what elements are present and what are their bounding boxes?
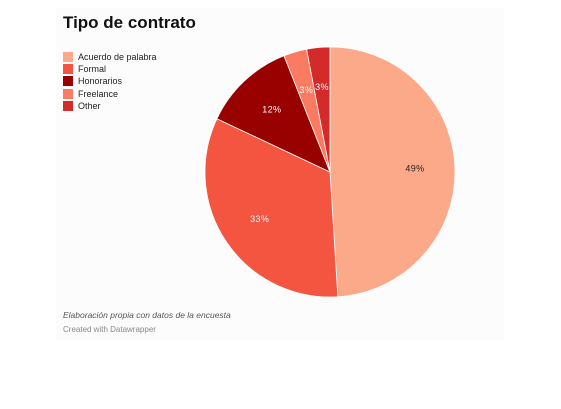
legend-label: Freelance: [78, 88, 119, 99]
legend-item: Formal: [63, 63, 157, 75]
pie-slice-label: 12%: [262, 104, 281, 114]
pie-slice: [306, 46, 331, 173]
pie-slice: [204, 118, 339, 298]
chart-notes: Elaboración propia con datos de la encue…: [63, 310, 231, 320]
legend-label: Acuerdo de palabra: [78, 52, 157, 63]
legend-label: Formal: [78, 64, 107, 75]
legend-item: Acuerdo de palabra: [63, 51, 157, 63]
legend-swatch: [63, 52, 73, 63]
pie-slice: [216, 55, 331, 173]
legend-swatch: [63, 88, 73, 99]
legend-item: Other: [63, 100, 157, 112]
legend-label: Other: [78, 100, 101, 111]
pie-slice: [329, 46, 456, 298]
legend-item: Honorarios: [63, 75, 157, 87]
legend-swatch: [63, 100, 73, 111]
chart-credit: Created with Datawrapper: [63, 325, 156, 334]
pie-labels: 49% 33% 12% 3% 3%: [250, 82, 424, 224]
legend-swatch: [63, 76, 73, 87]
legend-item: Freelance: [63, 88, 157, 100]
pie-slice-label: 3%: [299, 85, 313, 95]
pie-slice-label: 3%: [315, 82, 329, 92]
pie-slice-label: 33%: [250, 214, 269, 224]
pie-slices: [204, 46, 456, 298]
chart-legend: Acuerdo de palabra Formal Honorarios Fre…: [63, 51, 157, 112]
legend-label: Honorarios: [78, 76, 123, 87]
pie-slice-label: 49%: [405, 164, 424, 174]
chart-title: Tipo de contrato: [63, 13, 196, 32]
legend-swatch: [63, 64, 73, 75]
